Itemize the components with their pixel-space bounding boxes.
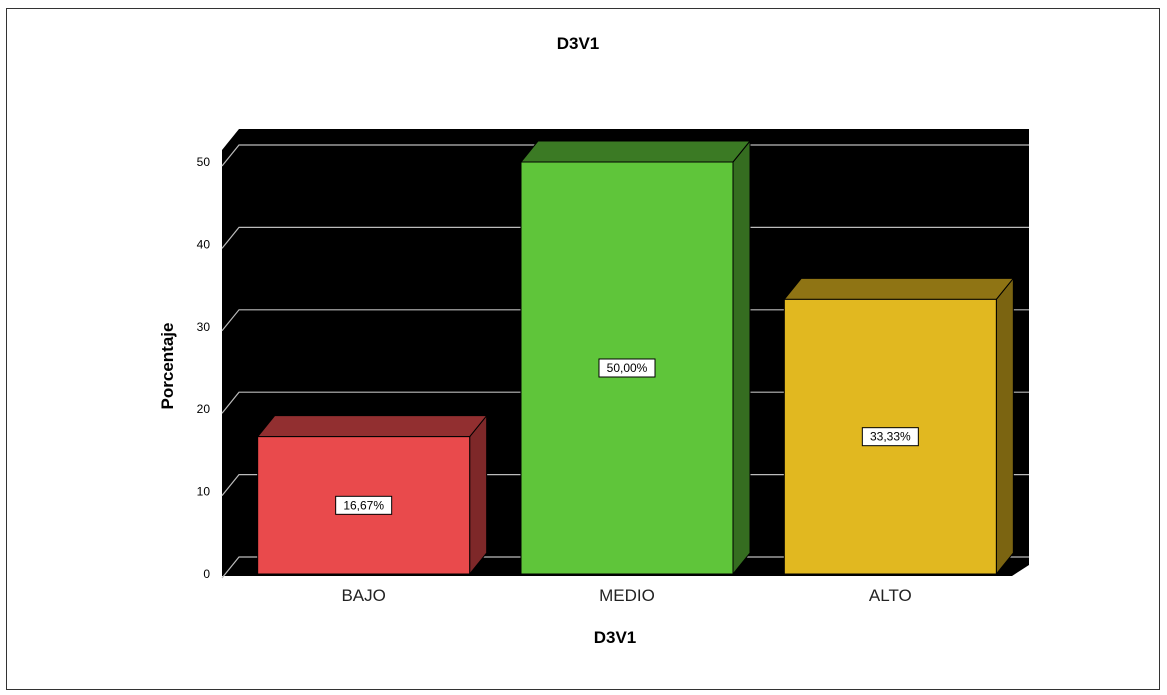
x-tick-label: MEDIO: [599, 586, 655, 605]
data-label-box: [861, 427, 919, 447]
bar-top: [256, 415, 488, 438]
data-label-box: [335, 495, 393, 515]
gridline: [221, 226, 1029, 249]
bar-side: [469, 414, 488, 576]
gridline: [221, 309, 1029, 332]
bar-chart: D3V1 0 10 20 30 40 50 16,67% 50,00% 33,33% BAJO…: [158, 34, 1029, 647]
gridline: [221, 144, 1029, 167]
bar-alto: 33,33%: [783, 276, 1015, 576]
y-tick-label: 10: [197, 485, 211, 499]
y-axis-title: Porcentaje: [158, 323, 177, 410]
data-label: 50,00%: [607, 361, 648, 375]
x-tick-label: ALTO: [869, 586, 912, 605]
bar-top: [783, 277, 1015, 300]
chart-title: D3V1: [557, 34, 600, 53]
bars: 16,67% 50,00% 33,33%: [256, 139, 1015, 576]
x-axis-title: D3V1: [594, 628, 637, 647]
gridline: [221, 556, 1029, 579]
bar-side: [995, 276, 1014, 576]
bar-side: [732, 139, 751, 576]
y-tick-label: 0: [203, 567, 210, 581]
x-tick-label: BAJO: [341, 586, 385, 605]
y-tick-label: 40: [197, 237, 211, 251]
gridline: [221, 474, 1029, 496]
chart-frame: D3V1 0 10 20 30 40 50 16,67% 50,00% 33,33% BAJO…: [6, 8, 1160, 690]
y-tick-label: 30: [197, 320, 211, 334]
data-label: 16,67%: [343, 498, 384, 512]
bar-top: [519, 140, 752, 163]
y-tick-label: 20: [197, 402, 211, 416]
y-tick-label: 50: [197, 155, 211, 169]
bar-medio: 50,00%: [519, 139, 752, 576]
x-axis-categories: BAJO MEDIO ALTO: [341, 586, 911, 605]
bar-bajo: 16,67%: [256, 414, 488, 576]
y-axis-ticks: 0 10 20 30 40 50: [197, 155, 211, 581]
data-label: 33,33%: [870, 430, 911, 444]
gridline: [221, 391, 1029, 414]
data-label-box: [598, 358, 656, 378]
